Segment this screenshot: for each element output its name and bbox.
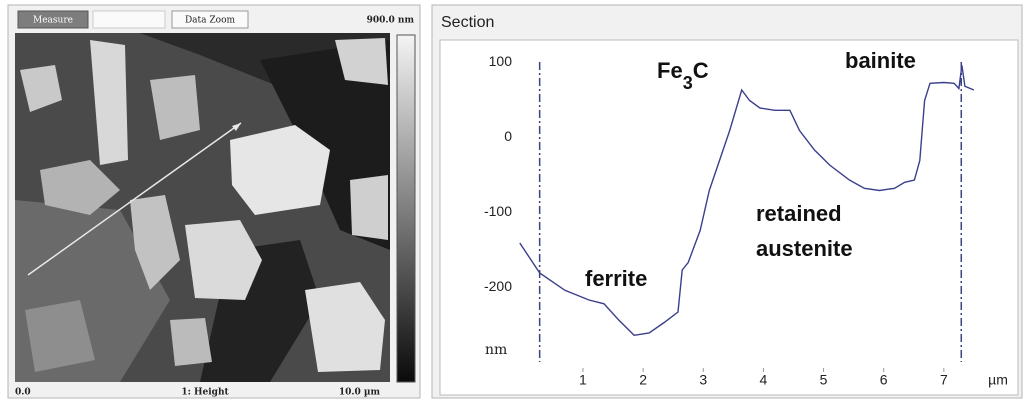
annotation-part: C [693,58,709,83]
button-label: Data Zoom [185,16,236,26]
y-tick-label: 100 [489,53,513,69]
x-axis-label: µm [988,372,1008,388]
x-tick-label: 6 [880,372,888,388]
y-tick-label: -200 [484,278,512,294]
channel-label: 1: Height [181,388,229,398]
annotation: retained [756,201,842,226]
x-tick-label: 5 [820,372,828,388]
section-title: Section [441,14,494,31]
button-label: Measure [33,16,73,26]
annotation-part: 3 [683,73,693,93]
annotation: bainite [845,48,916,73]
y-tick-label: 0 [504,128,512,144]
annotation: ferrite [585,266,647,291]
annotation-part: Fe [657,58,683,83]
faded-button[interactable] [93,11,165,28]
axis-end: 10.0 µm [339,388,381,398]
x-tick-label: 7 [940,372,948,388]
y-axis-label: nm [485,342,507,358]
x-tick-label: 1 [579,372,587,388]
x-tick-label: 2 [639,372,647,388]
afm-image [15,33,390,382]
annotation: austenite [756,236,853,261]
screenshot: Measure Data Zoom 900.0 nm 0.0 1: Height… [0,0,1026,401]
plot-area [440,40,1018,395]
x-tick-label: 4 [760,372,768,388]
x-tick-label: 3 [699,372,707,388]
y-tick-label: -100 [484,203,512,219]
color-bar [397,35,415,382]
scale-max: 900.0 nm [367,16,415,26]
axis-start: 0.0 [15,388,31,398]
